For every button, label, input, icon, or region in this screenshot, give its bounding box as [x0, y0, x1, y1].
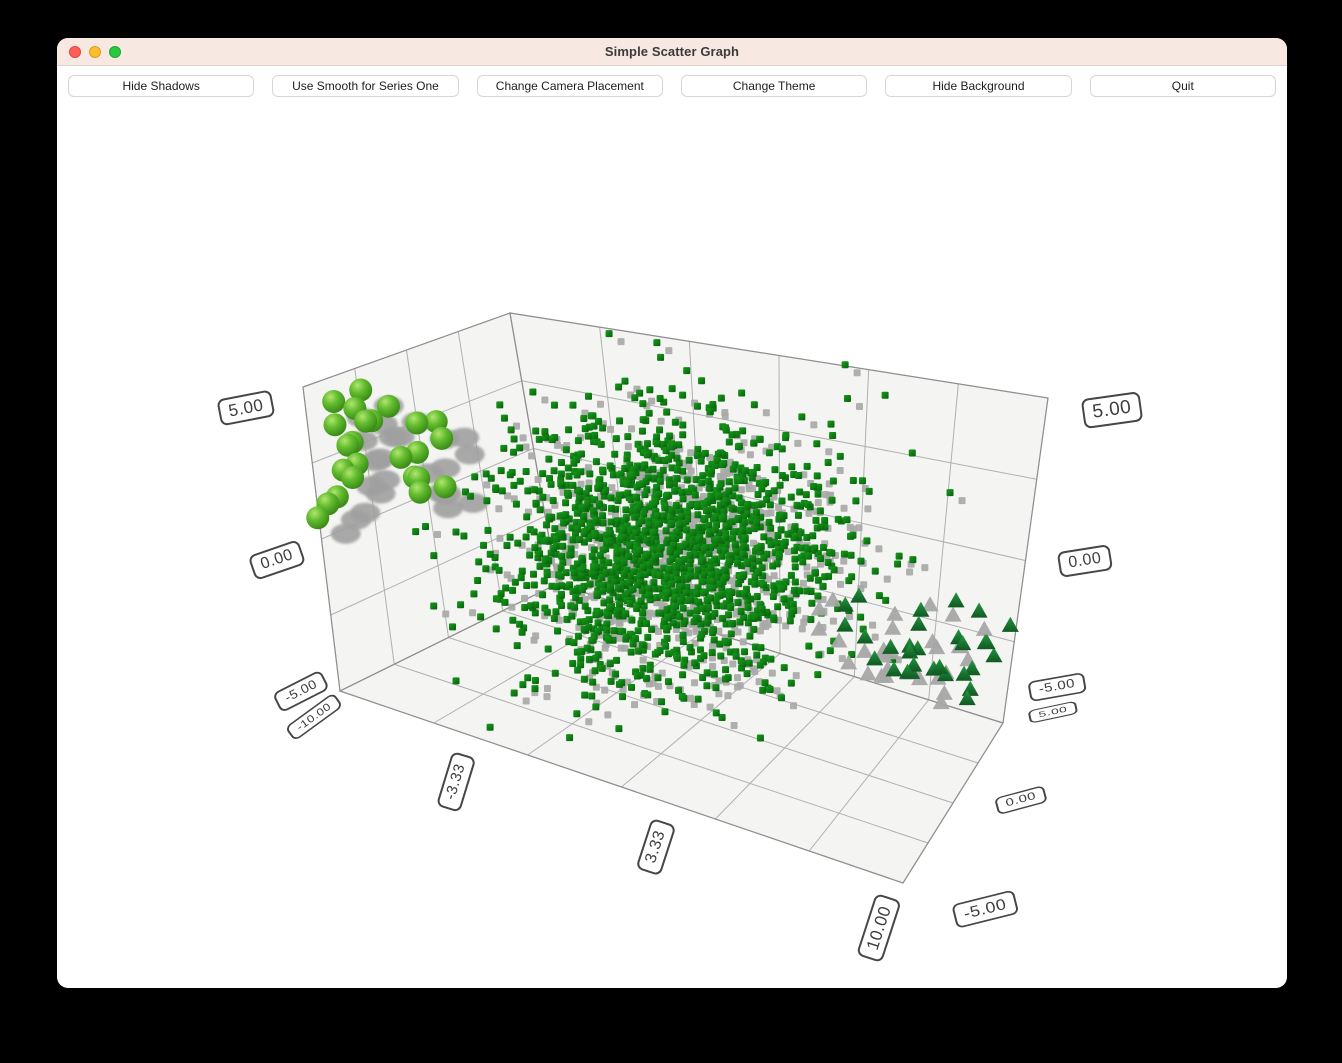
- triangle-cluster-markers: [836, 587, 1019, 706]
- cube-cloud-markers: [412, 330, 954, 742]
- toolbar: Hide Shadows Use Smooth for Series One C…: [57, 66, 1287, 105]
- traffic-lights: [69, 38, 121, 65]
- change-camera-button[interactable]: Change Camera Placement: [476, 75, 663, 97]
- change-theme-button[interactable]: Change Theme: [680, 75, 868, 97]
- hide-shadows-button[interactable]: Hide Shadows: [68, 75, 255, 97]
- sphere-cluster-markers: [306, 378, 457, 530]
- scatter-series-points: [306, 330, 1019, 742]
- close-button[interactable]: [69, 45, 81, 58]
- quit-button[interactable]: Quit: [1089, 75, 1276, 97]
- app-window: Simple Scatter Graph Hide Shadows Use Sm…: [57, 38, 1287, 988]
- hide-background-button[interactable]: Hide Background: [885, 75, 1072, 97]
- titlebar[interactable]: Simple Scatter Graph: [57, 38, 1287, 66]
- scatter-3d-view[interactable]: 5.00 0.00 -5.00 -10.00 -3.33 3.33 10.00 …: [57, 38, 1287, 988]
- floor: [338, 583, 1004, 884]
- window-title: Simple Scatter Graph: [604, 44, 740, 59]
- minimize-button[interactable]: [89, 45, 101, 58]
- scatter-3d-canvas[interactable]: [57, 38, 1287, 988]
- use-smooth-button[interactable]: Use Smooth for Series One: [272, 75, 459, 97]
- zoom-button[interactable]: [109, 45, 121, 58]
